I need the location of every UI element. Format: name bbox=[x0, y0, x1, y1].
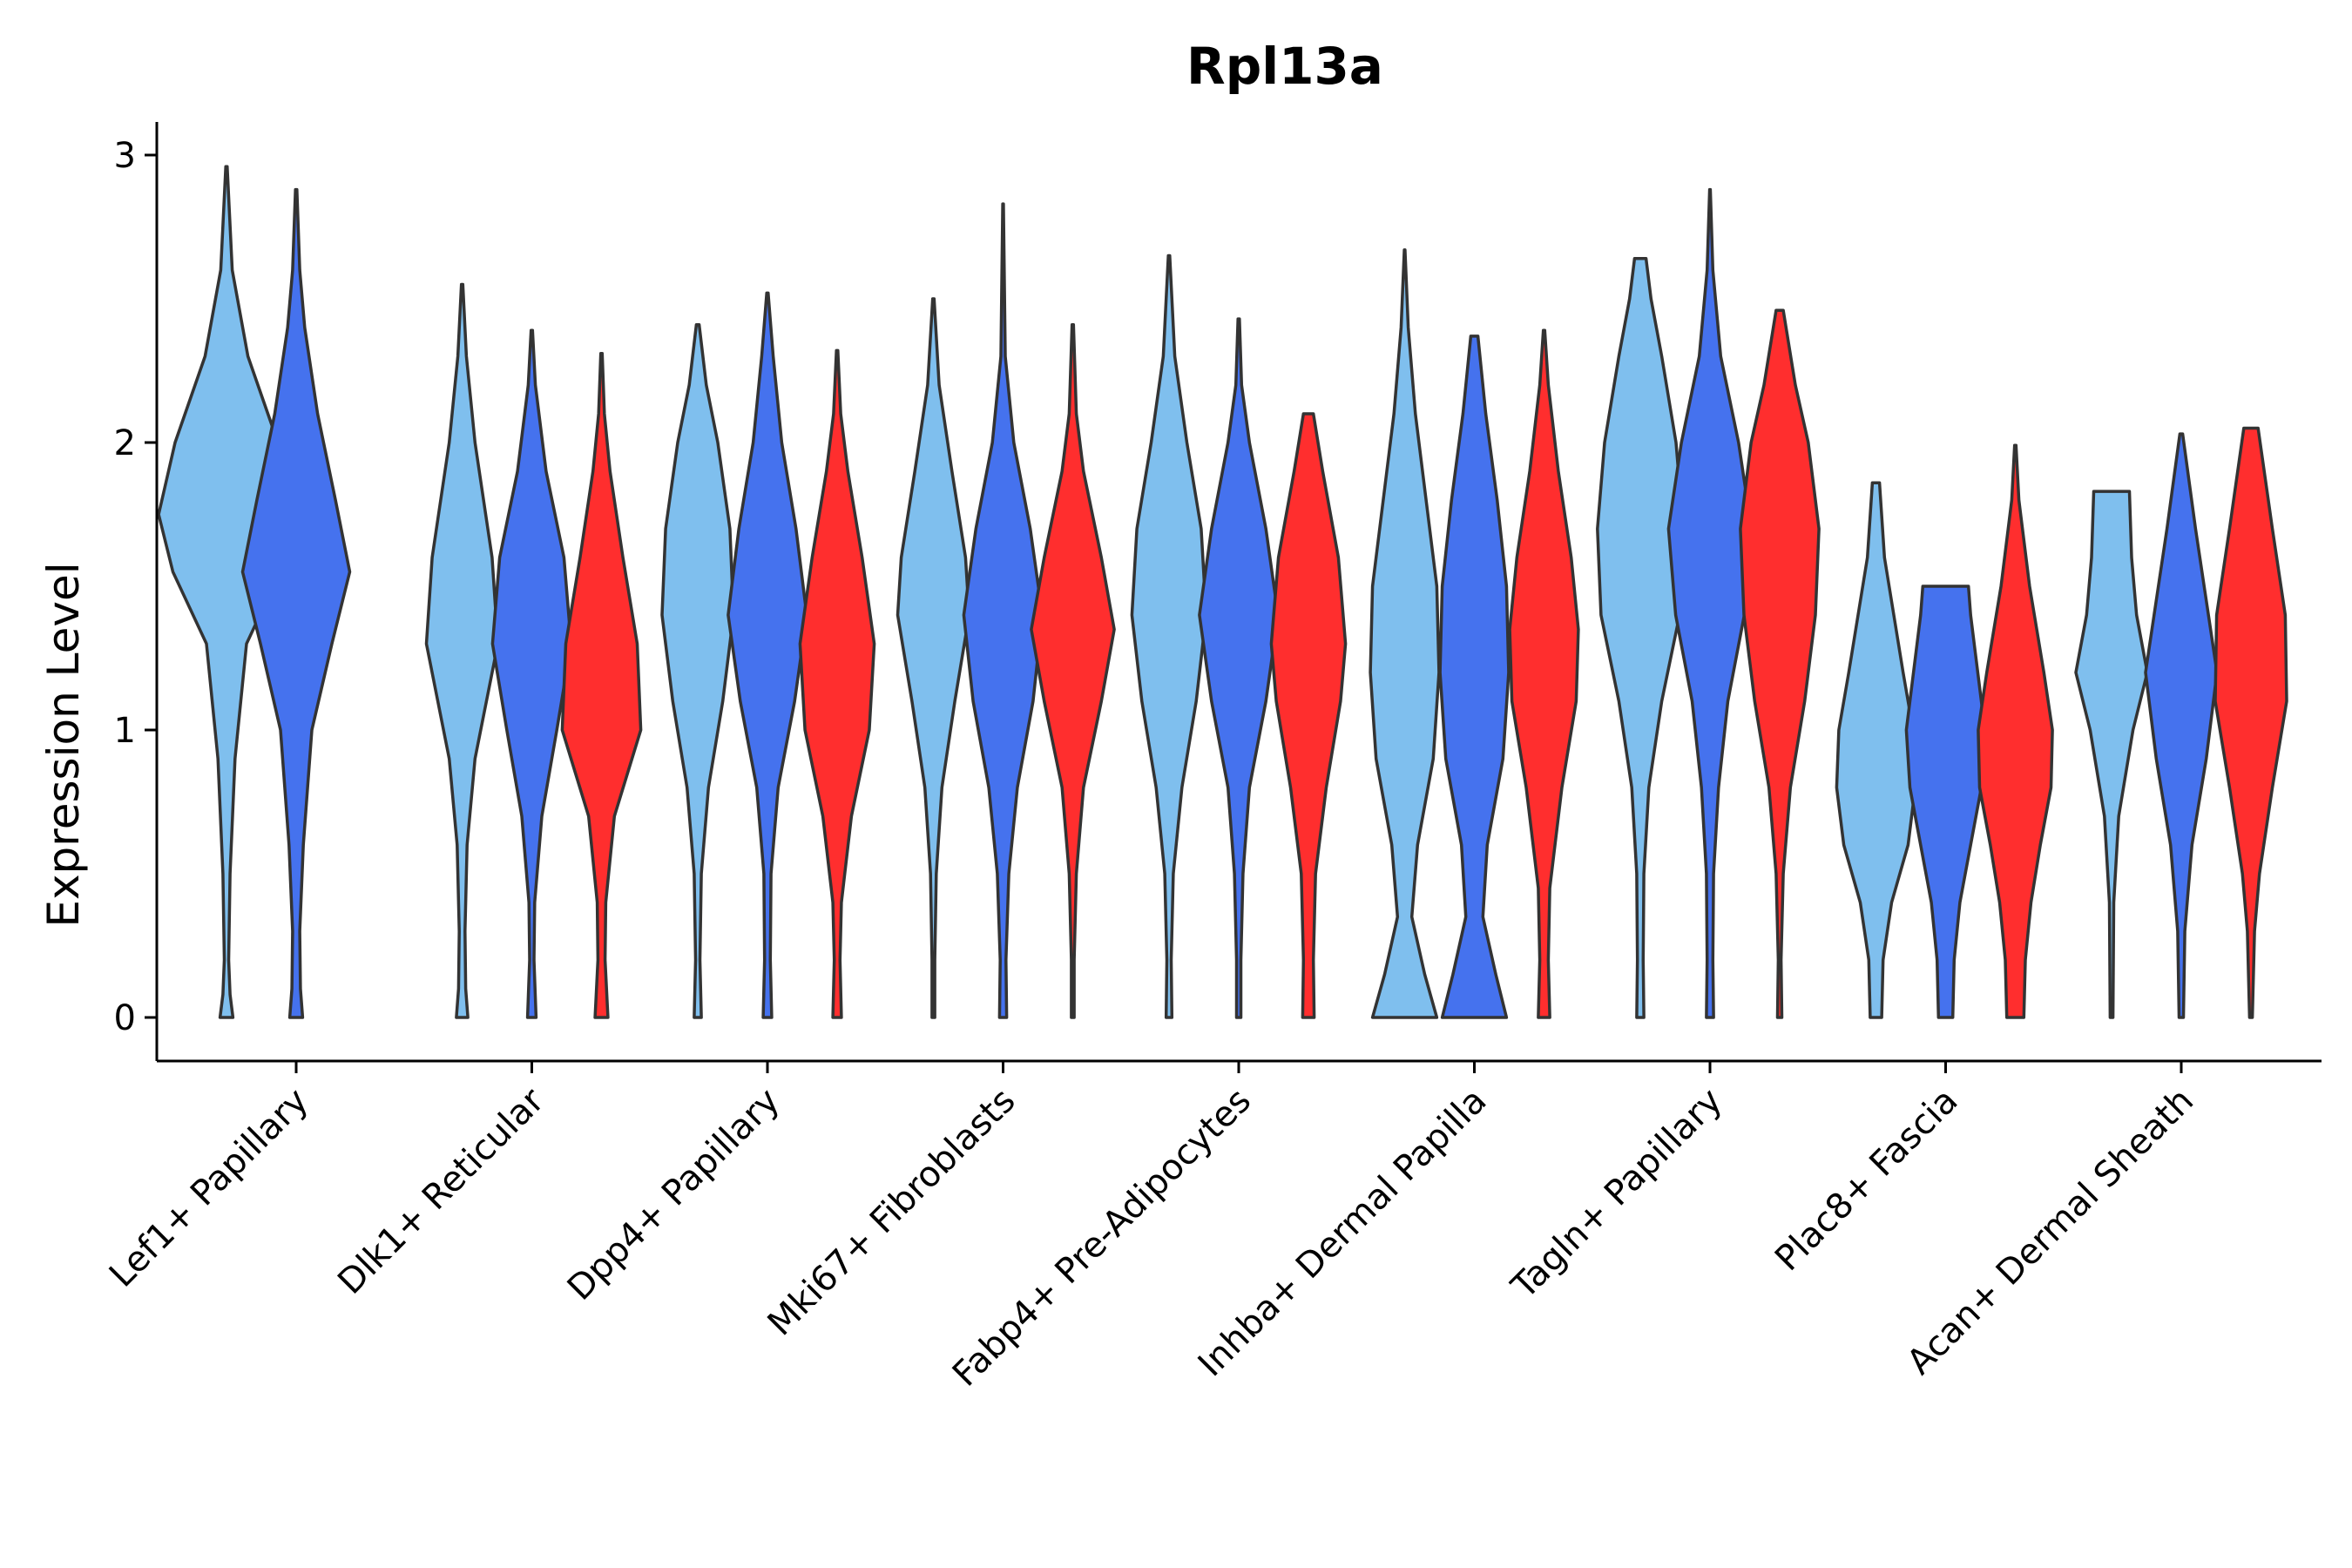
chart-title: Rpl13a bbox=[1186, 37, 1383, 96]
violin-1-1 bbox=[490, 328, 573, 1019]
y-tick-label-2: 2 bbox=[114, 423, 136, 463]
x-tick-label-0: Lef1+ Papillary bbox=[102, 1081, 316, 1295]
violin-8-1 bbox=[2144, 432, 2219, 1019]
violin-5-0 bbox=[1369, 248, 1441, 1019]
x-tick-label-3: Mki67+ Fibroblasts bbox=[760, 1081, 1024, 1344]
violins-layer bbox=[157, 165, 2288, 1019]
x-tick-label-7: Plac8+ Fascia bbox=[1767, 1081, 1966, 1280]
violin-6-2 bbox=[1739, 308, 1821, 1019]
violin-4-0 bbox=[1130, 253, 1208, 1019]
violin-1-2 bbox=[560, 351, 643, 1019]
x-tick-label-2: Dpp4+ Papillary bbox=[560, 1081, 787, 1308]
violin-2-1 bbox=[727, 291, 808, 1019]
violin-3-1 bbox=[962, 202, 1044, 1019]
y-tick-label-3: 3 bbox=[114, 136, 136, 176]
violin-3-2 bbox=[1030, 322, 1116, 1019]
x-tick-label-6: Tagln+ Papillary bbox=[1504, 1081, 1730, 1308]
violin-1-0 bbox=[424, 282, 500, 1019]
violin-0-0 bbox=[157, 165, 296, 1019]
violin-7-0 bbox=[1835, 481, 1917, 1019]
violin-2-0 bbox=[660, 322, 735, 1019]
violin-4-2 bbox=[1269, 412, 1348, 1019]
violin-7-2 bbox=[1977, 443, 2054, 1019]
violin-4-1 bbox=[1198, 317, 1280, 1019]
violin-3-0 bbox=[896, 297, 971, 1019]
violin-5-2 bbox=[1508, 328, 1580, 1019]
violin-6-1 bbox=[1666, 187, 1754, 1019]
y-axis-label: Expression Level bbox=[38, 562, 89, 927]
violin-0-1 bbox=[240, 187, 352, 1019]
violin-8-0 bbox=[2074, 490, 2149, 1019]
violin-8-2 bbox=[2213, 426, 2288, 1019]
y-tick-label-1: 1 bbox=[114, 711, 136, 751]
y-tick-label-0: 0 bbox=[114, 998, 136, 1038]
x-tick-label-1: Dlk1+ Reticular bbox=[330, 1080, 552, 1302]
violin-7-1 bbox=[1904, 585, 1987, 1019]
violin-5-1 bbox=[1438, 335, 1511, 1019]
violin-6-0 bbox=[1596, 257, 1685, 1019]
violin-2-2 bbox=[798, 348, 876, 1019]
